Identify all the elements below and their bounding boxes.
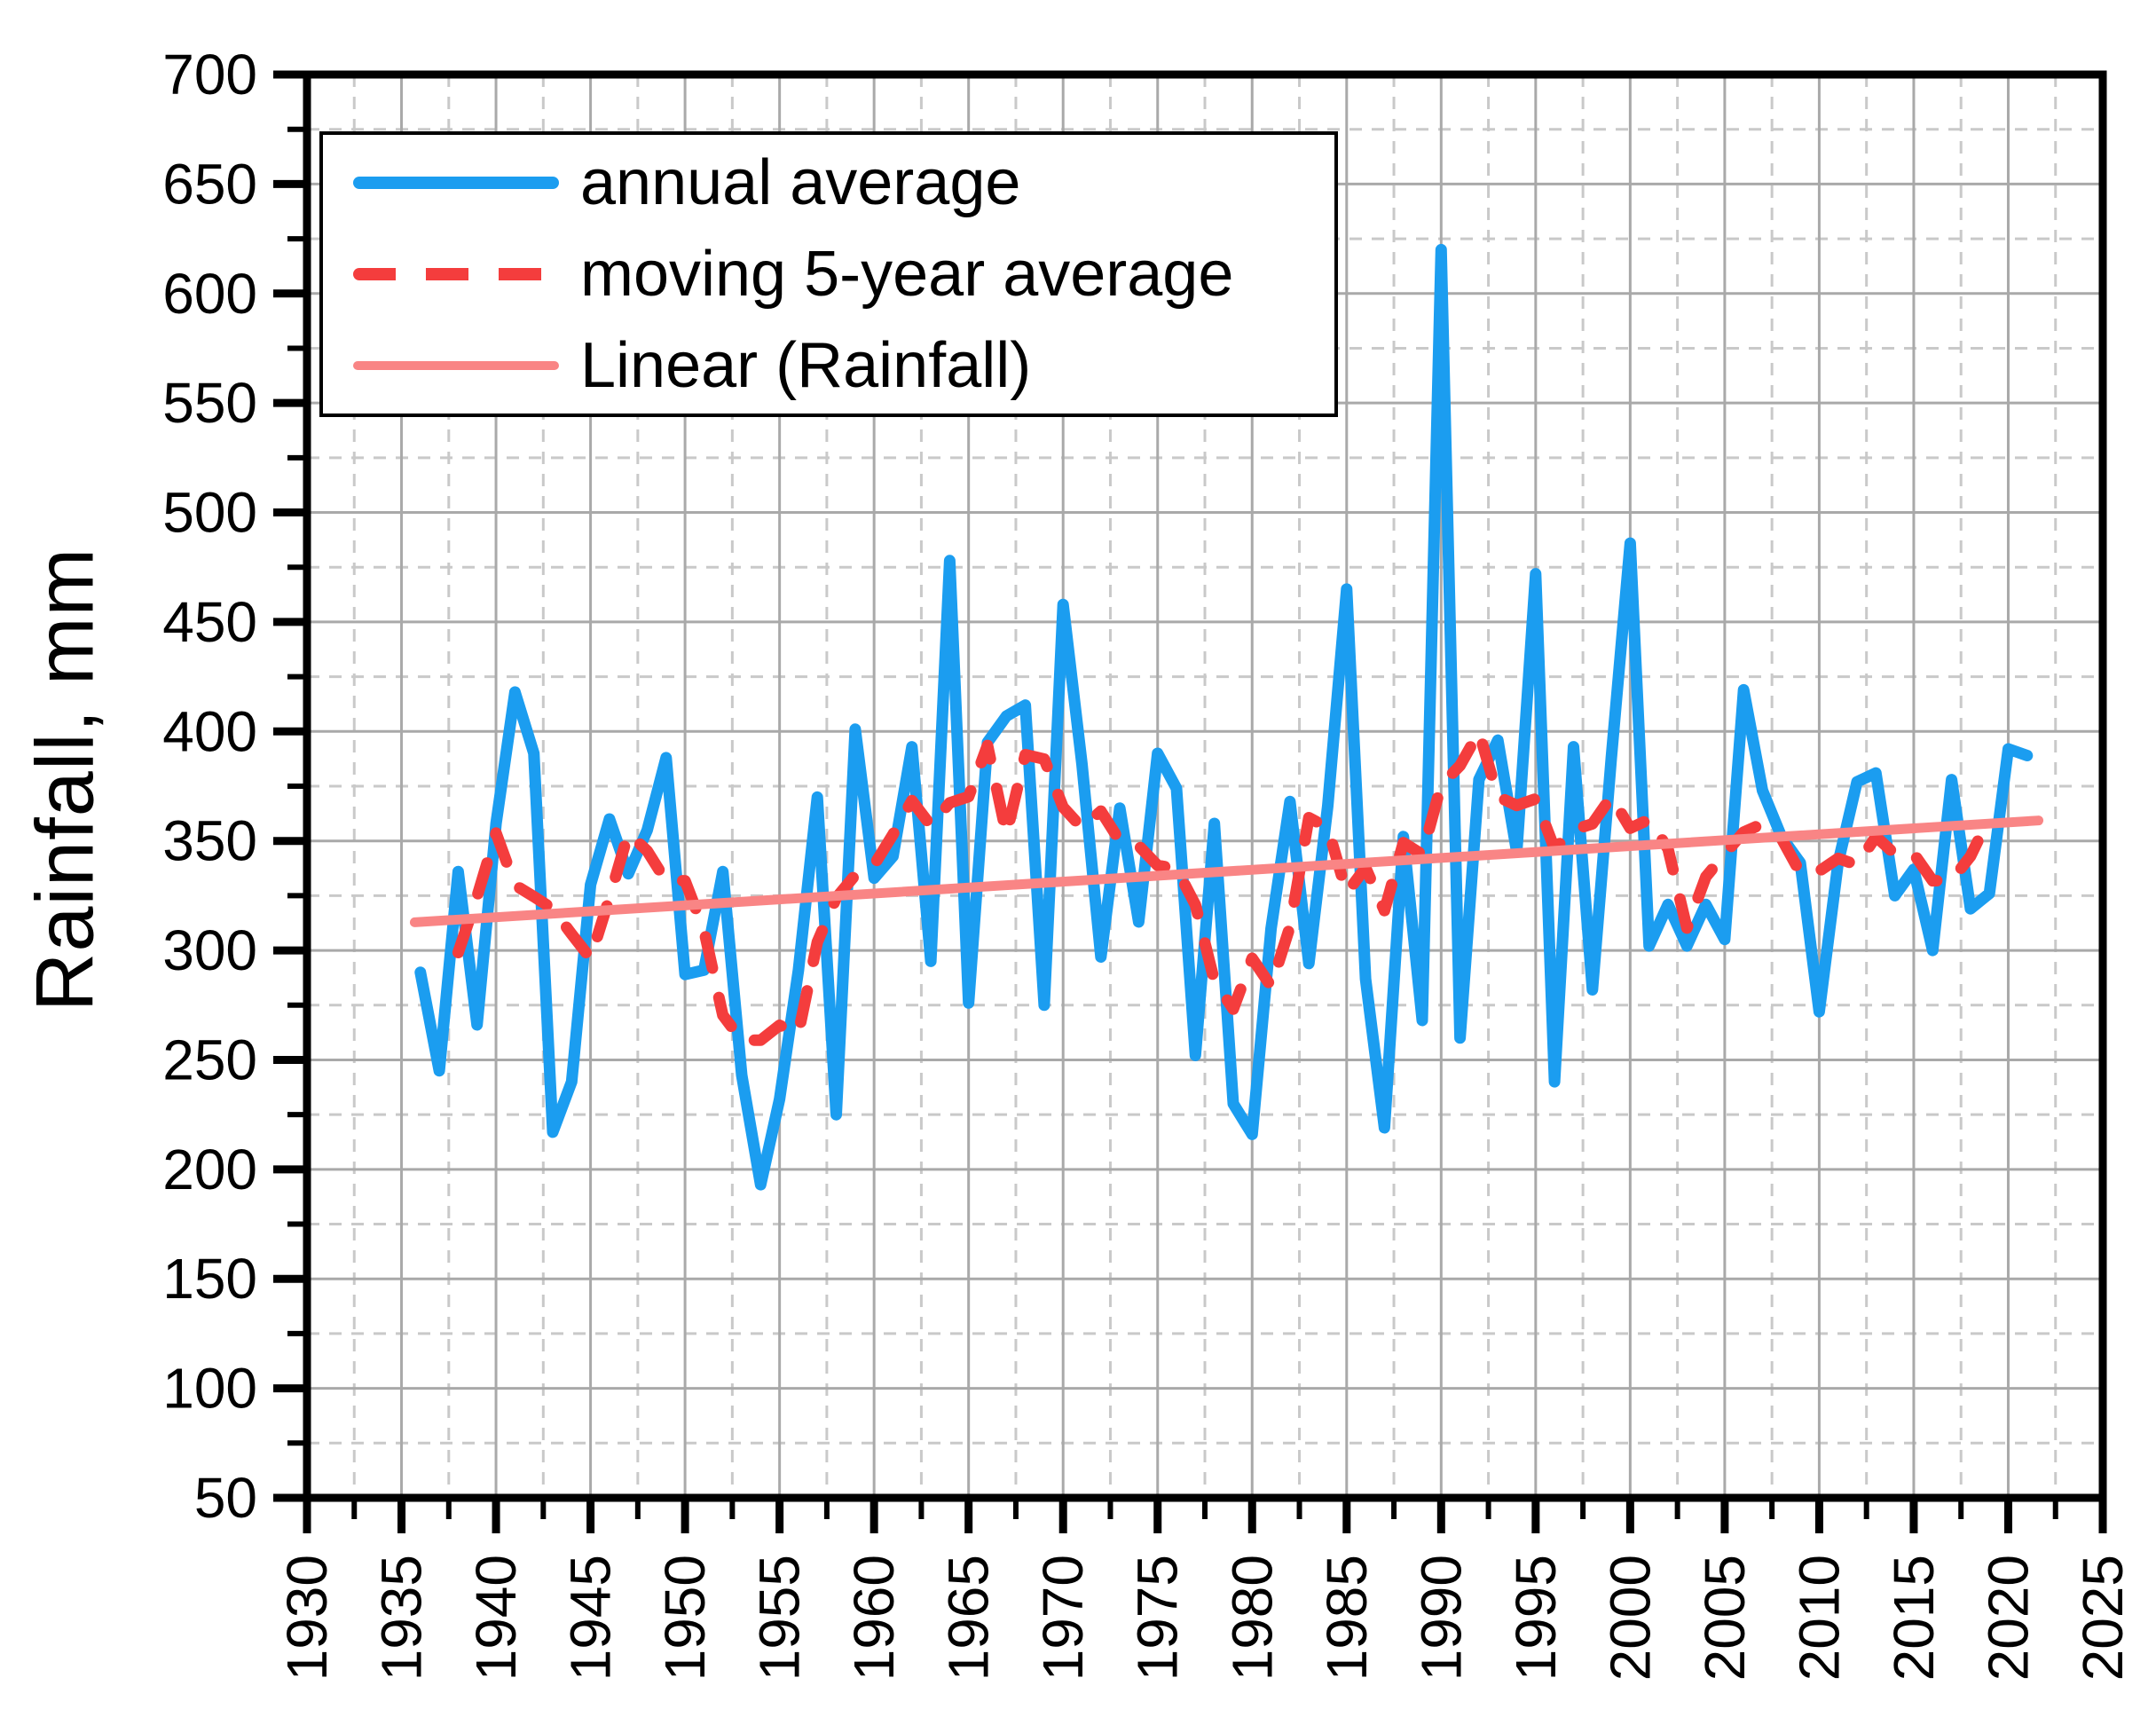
legend-label-linear-trend: Linear (Rainfall) (580, 330, 1032, 401)
x-tick-label: 1970 (1031, 1555, 1095, 1681)
y-tick-label: 150 (162, 1247, 257, 1311)
linear-trend-line-swatch (353, 361, 559, 370)
x-tick-label: 1950 (653, 1555, 717, 1681)
legend: annual average moving 5-year average Lin… (319, 131, 1338, 417)
moving-average-dashed-line-swatch (353, 268, 559, 280)
annual-average-line-swatch (353, 177, 559, 189)
annual-average-line (414, 243, 2034, 1191)
x-tick-label: 1975 (1126, 1555, 1190, 1681)
tick-marks (273, 70, 2107, 1533)
x-tick-label: 1940 (464, 1555, 528, 1681)
x-tick-label: 1980 (1220, 1555, 1284, 1681)
x-tick-label: 2005 (1693, 1555, 1757, 1681)
axes (303, 70, 2107, 1502)
y-tick-label: 450 (162, 590, 257, 654)
legend-label-annual-average: annual average (580, 147, 1021, 218)
x-tick-label: 1930 (275, 1555, 339, 1681)
linear-trend-line (409, 815, 2044, 927)
legend-item-annual-average: annual average (323, 139, 1334, 226)
x-tick-label: 1935 (370, 1555, 434, 1681)
legend-label-moving-average: moving 5-year average (580, 239, 1234, 310)
tick-labels: 50 100 150 200 250 300 350 400 450 500 550 600 650 70… (162, 43, 2135, 1681)
x-tick-label: 1955 (748, 1555, 812, 1681)
legend-item-moving-average: moving 5-year average (323, 231, 1334, 318)
y-tick-label: 200 (162, 1138, 257, 1201)
y-tick-label: 700 (162, 43, 257, 106)
x-tick-label: 2000 (1598, 1555, 1662, 1681)
x-tick-label: 1985 (1315, 1555, 1379, 1681)
x-tick-label: 2010 (1787, 1555, 1851, 1681)
x-tick-label: 1995 (1504, 1555, 1568, 1681)
x-tick-label: 1960 (842, 1555, 906, 1681)
y-tick-label: 350 (162, 809, 257, 873)
y-tick-label: 650 (162, 152, 257, 216)
x-tick-label: 2015 (1882, 1555, 1946, 1681)
y-tick-label: 50 (194, 1466, 257, 1530)
x-tick-label: 1945 (559, 1555, 623, 1681)
x-tick-label: 2020 (1976, 1555, 2040, 1681)
y-tick-label: 600 (162, 262, 257, 326)
legend-item-linear-trend: Linear (Rainfall) (323, 322, 1334, 409)
series (409, 243, 2044, 1191)
y-axis-title: Rainfall, mm (20, 547, 111, 1012)
x-tick-label: 1965 (937, 1555, 1001, 1681)
y-tick-label: 550 (162, 371, 257, 435)
x-tick-label: 2025 (2071, 1555, 2135, 1681)
y-tick-label: 300 (162, 918, 257, 982)
y-tick-label: 400 (162, 699, 257, 763)
y-tick-label: 100 (162, 1357, 257, 1421)
x-tick-label: 1990 (1409, 1555, 1473, 1681)
y-tick-label: 500 (162, 481, 257, 545)
y-tick-label: 250 (162, 1028, 257, 1091)
plot-box (303, 70, 2107, 1502)
